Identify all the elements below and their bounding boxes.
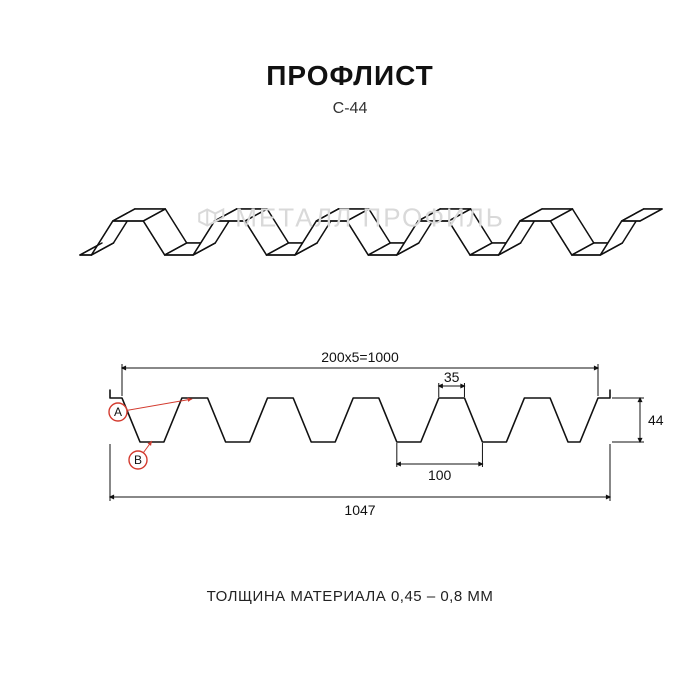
svg-text:100: 100 — [428, 467, 452, 483]
svg-text:44: 44 — [648, 412, 664, 428]
page-title: ПРОФЛИСТ — [0, 60, 700, 92]
model-code: С-44 — [0, 100, 700, 118]
material-thickness-note: ТОЛЩИНА МАТЕРИАЛА 0,45 – 0,8 ММ — [0, 588, 700, 605]
isometric-profile-drawing — [0, 128, 700, 308]
cross-section-drawing: 200x5=1000 35 100 44 1047 A B — [0, 338, 700, 548]
svg-text:A: A — [114, 405, 122, 419]
svg-text:200x5=1000: 200x5=1000 — [321, 349, 399, 365]
svg-text:1047: 1047 — [344, 502, 375, 518]
isometric-view-wrap: МЕТАЛЛ ПРОФИЛЬ — [0, 128, 700, 308]
svg-text:B: B — [134, 453, 142, 467]
svg-text:35: 35 — [444, 369, 460, 385]
cross-section-wrap: 200x5=1000 35 100 44 1047 A B — [0, 338, 700, 548]
